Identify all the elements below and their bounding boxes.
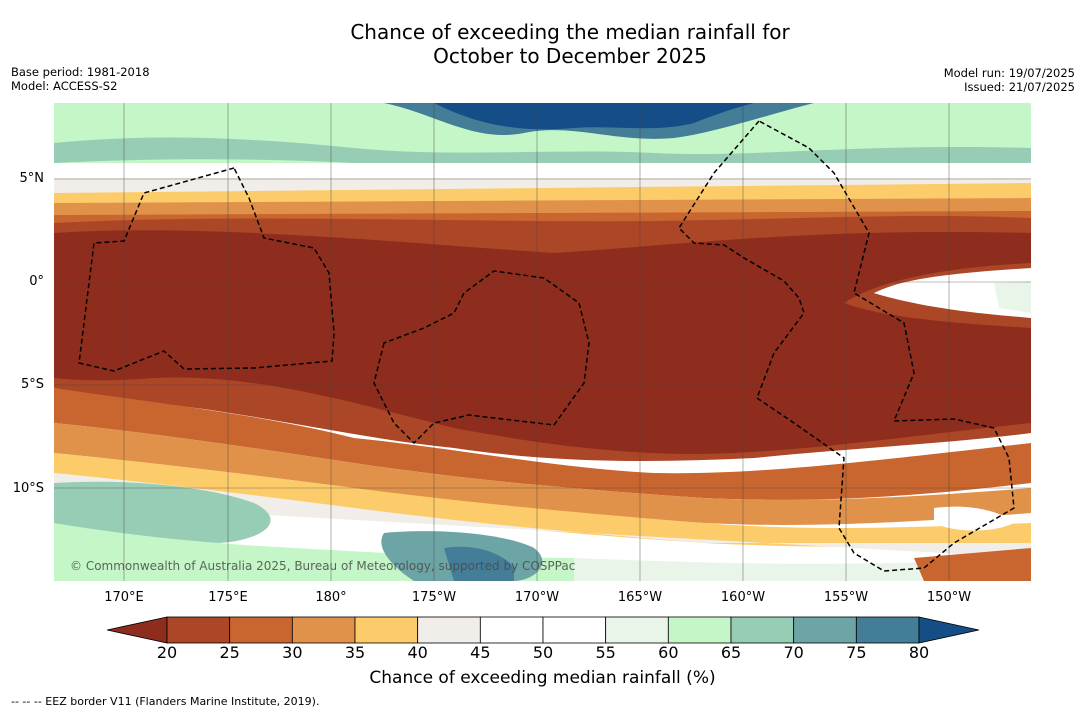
rainfall-map — [54, 103, 1031, 581]
lat-label-5s: 5°S — [20, 377, 44, 392]
lon-label-170e: 170°E — [104, 590, 144, 605]
map-title-line2: October to December 2025 — [433, 44, 707, 68]
map-title-line1: Chance of exceeding the median rainfall … — [350, 20, 790, 44]
meta-right: Model run: 19/07/2025 Issued: 21/07/2025 — [944, 66, 1075, 94]
band-dry-core-inner — [54, 230, 1031, 454]
colorbar-tick-label: 20 — [156, 643, 178, 662]
colorbar-segment — [417, 616, 481, 644]
eez-borders — [78, 120, 1015, 572]
colorbar-tick-label: 65 — [720, 643, 742, 662]
band-south-rust — [54, 388, 1031, 500]
map-title: Chance of exceeding the median rainfall … — [0, 20, 1085, 68]
colorbar-segment — [793, 616, 857, 644]
model-text: Model: ACCESS-S2 — [11, 79, 118, 93]
colorbar-segment — [229, 616, 293, 644]
colorbar-segment — [855, 616, 920, 644]
colorbar-extend-high — [918, 616, 980, 644]
colorbar-tick-label: 80 — [908, 643, 930, 662]
eez-legend-note: -- -- -- EEZ border V11 (Flanders Marine… — [11, 695, 320, 708]
colorbar-segment — [166, 616, 231, 644]
colorbar-segment — [730, 616, 795, 644]
colorbar — [106, 615, 980, 645]
colorbar-segment — [605, 616, 669, 644]
colorbar-tick-label: 70 — [783, 643, 804, 662]
colorbar-tick-label: 40 — [407, 643, 428, 662]
colorbar-segment — [354, 616, 419, 644]
colorbar-tick-label: 75 — [846, 643, 867, 662]
lon-label-160w: 160°W — [720, 590, 766, 605]
band-south-orange — [54, 423, 1031, 525]
rainfall-map-canvas — [54, 103, 1031, 581]
eez-kiribati-gilbert — [78, 167, 335, 372]
colorbar-segment — [291, 616, 356, 644]
east-tongue-green — [994, 281, 1031, 313]
band-north-darkblue — [434, 103, 754, 130]
band-southeast-rust — [914, 548, 1031, 581]
east-tongue-white — [874, 275, 1031, 318]
lon-label-175w: 175°W — [411, 590, 457, 605]
southeast-white-patch — [934, 506, 1014, 531]
lon-label-165w: 165°W — [617, 590, 663, 605]
graticule — [54, 103, 1031, 581]
lat-label-5n: 5°N — [19, 171, 45, 186]
lat-label-10s: 10°S — [12, 481, 44, 496]
lon-label-180: 180° — [315, 590, 347, 605]
base-period-text: Base period: 1981-2018 — [11, 65, 150, 79]
colorbar-tick-label: 25 — [219, 643, 240, 662]
meta-left: Base period: 1981-2018 Model: ACCESS-S2 — [11, 65, 150, 93]
band-south-grey — [54, 473, 1031, 558]
lon-label-175e: 175°E — [208, 590, 248, 605]
colorbar-tick-label: 50 — [532, 643, 554, 662]
colorbar-segment — [479, 616, 544, 644]
lat-label-0: 0° — [29, 274, 44, 289]
model-run-text: Model run: 19/07/2025 — [943, 66, 1075, 80]
copyright-notice: © Commonwealth of Australia 2025, Bureau… — [70, 559, 576, 573]
colorbar-tick-label: 35 — [344, 643, 366, 662]
band-south-teal — [54, 481, 271, 543]
colorbar-segment — [542, 616, 607, 644]
colorbar-segment — [667, 616, 732, 644]
band-north-teal — [54, 137, 1031, 171]
eez-kiribati-phoenix — [373, 270, 590, 445]
colorbar-tick-label: 55 — [595, 643, 616, 662]
colorbar-tick-label: 60 — [658, 643, 679, 662]
issued-text: Issued: 21/07/2025 — [964, 80, 1075, 94]
colorbar-svg — [106, 616, 980, 644]
band-south-blue — [444, 546, 514, 581]
colorbar-tick-label: 30 — [282, 643, 303, 662]
colorbar-extend-low — [106, 616, 168, 644]
lon-label-150w: 150°W — [926, 590, 972, 605]
band-south-yellow — [54, 453, 1031, 547]
colorbar-tick-label: 45 — [470, 643, 491, 662]
colorbar-label: Chance of exceeding median rainfall (%) — [369, 668, 716, 688]
lon-label-170w: 170°W — [514, 590, 560, 605]
lon-label-155w: 155°W — [823, 590, 869, 605]
